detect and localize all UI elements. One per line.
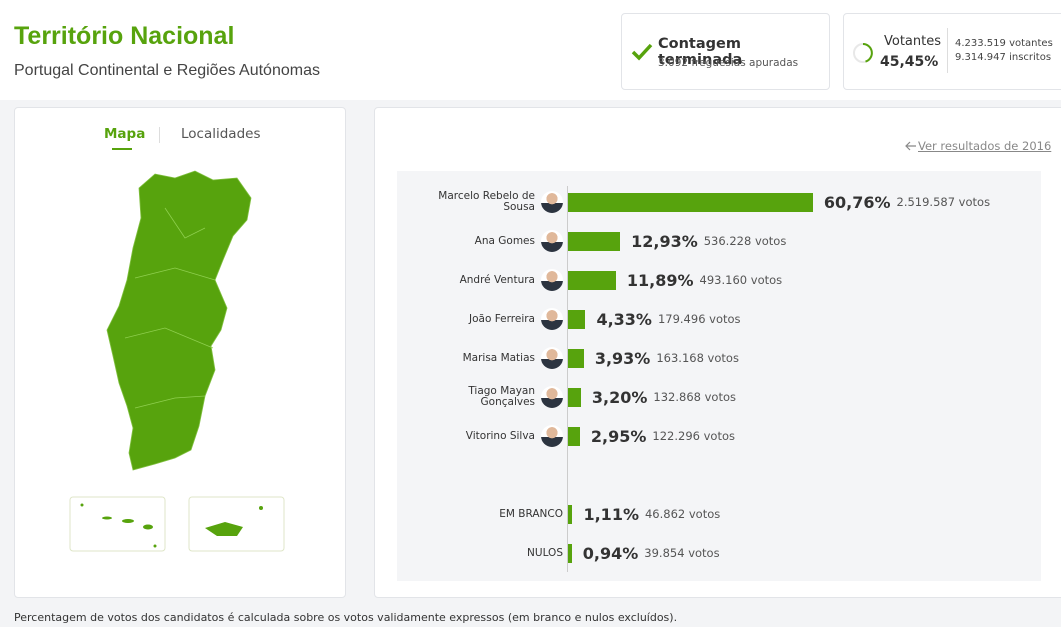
value-group: 11,89% 493.160 votos [627,269,782,291]
candidate-photo [541,308,563,330]
candidate-name: Marcelo Rebelo de Sousa [415,191,535,213]
votes-label: 2.519.587 votos [897,195,991,209]
value-group: 2,95% 122.296 votos [591,425,735,447]
value-group: 4,33% 179.496 votos [596,308,740,330]
candidate-name: André Ventura [415,269,535,291]
status-card: Contagem terminada 3.092 freguesias apur… [621,13,830,90]
bar [568,505,572,524]
divider [947,28,948,73]
turnout-ring [852,42,874,64]
votes-label: 46.862 votos [645,507,720,521]
candidate-photo [541,347,563,369]
value-label: 3,20% [592,388,648,407]
candidate-name: Vitorino Silva [415,425,535,447]
votes-label: 179.496 votos [658,312,741,326]
candidate-name: EM BRANCO [443,503,563,525]
candidate-name: NULOS [443,542,563,564]
bar [568,349,584,368]
candidate-photo [541,425,563,447]
candidate-name: Tiago Mayan Gonçalves [415,386,535,408]
bar [568,544,572,563]
page: Território Nacional Portugal Continental… [0,0,1061,627]
turnout-card: Votantes 45,45% 4.233.519 votantes 9.314… [843,13,1061,90]
candidate-name: Marisa Matias [415,347,535,369]
title: Território Nacional [14,22,234,51]
value-group: 60,76% 2.519.587 votos [824,191,990,213]
bar [568,232,620,251]
candidate-name: Ana Gomes [415,230,535,252]
subtitle: Portugal Continental e Regiões Autónomas [14,62,320,80]
value-label: 2,95% [591,427,647,446]
map-card: Mapa Localidades [14,107,346,598]
registered: 9.314.947 inscritos [955,52,1051,63]
value-group: 0,94% 39.854 votos [583,542,720,564]
candidate-photo [541,191,563,213]
value-label: 3,93% [595,349,651,368]
value-group: 12,93% 536.228 votos [631,230,786,252]
candidate-photo [541,269,563,291]
bar [568,193,813,212]
footnote: Percentagem de votos dos candidatos é ca… [14,611,677,624]
value-label: 4,33% [596,310,652,329]
value-label: 60,76% [824,193,891,212]
votes-label: 132.868 votos [653,390,736,404]
candidate-photo [541,230,563,252]
turnout-percent: 45,45% [880,54,938,70]
value-group: 1,11% 46.862 votos [583,503,720,525]
value-group: 3,20% 132.868 votos [592,386,736,408]
value-label: 11,89% [627,271,694,290]
votes-label: 493.160 votos [700,273,783,287]
status-detail: 3.092 freguesias apuradas [658,57,798,69]
check-icon [630,42,654,62]
bar [568,388,581,407]
previous-results-link[interactable]: Ver resultados de 2016 [918,139,1051,153]
bar [568,427,580,446]
candidate-photo [541,386,563,408]
results-card: Ver resultados de 2016 Marcelo Rebelo de… [374,107,1061,598]
voters: 4.233.519 votantes [955,38,1053,49]
votes-label: 39.854 votos [644,546,719,560]
bar [568,310,585,329]
value-label: 0,94% [583,544,639,563]
value-label: 12,93% [631,232,698,251]
value-group: 3,93% 163.168 votos [595,347,739,369]
turnout-label: Votantes [884,34,941,49]
votes-label: 536.228 votos [704,234,787,248]
map [15,108,345,597]
votes-label: 122.296 votos [652,429,735,443]
votes-label: 163.168 votos [656,351,739,365]
bar [568,271,616,290]
arrow-icon [905,141,917,151]
value-label: 1,11% [583,505,639,524]
candidate-name: João Ferreira [415,308,535,330]
